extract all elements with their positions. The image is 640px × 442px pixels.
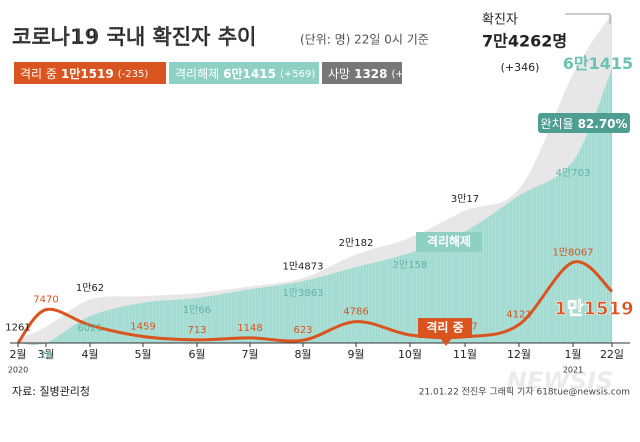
credit: 21.01.22 전진우 그래픽 기자 618tue@newsis.com bbox=[419, 387, 630, 398]
value-label: 1148 bbox=[237, 323, 262, 334]
year-label: 2020 bbox=[8, 366, 28, 375]
value-label: 713 bbox=[187, 325, 206, 336]
annotation-pointer bbox=[440, 338, 452, 346]
recovery-text: 완치율 82.70% bbox=[540, 117, 627, 131]
watermark: NEWSIS bbox=[507, 367, 613, 395]
recovery-badge bbox=[538, 113, 630, 133]
legend-text: 격리 중 bbox=[20, 67, 57, 81]
value-label: 623 bbox=[293, 325, 312, 336]
legend-box bbox=[322, 62, 402, 84]
legend-text: (-235) bbox=[118, 69, 149, 80]
x-tick-label: 3월 bbox=[37, 348, 54, 361]
annotation-bubble bbox=[418, 318, 472, 338]
recovery-rate: 82.70% bbox=[578, 117, 628, 131]
year-label: 2021 bbox=[563, 366, 583, 375]
value-label: 1만66 bbox=[183, 304, 211, 316]
value-label: 4만703 bbox=[556, 167, 591, 179]
legend-text: 6만1415 bbox=[223, 66, 276, 81]
recovery-label: 완치율 bbox=[540, 117, 573, 131]
value-label: 4786 bbox=[343, 307, 368, 318]
total-change: (+346) bbox=[501, 61, 540, 74]
legend-text: 격리해제 bbox=[175, 67, 219, 81]
legend-text: 사망 bbox=[328, 67, 350, 81]
legend-text: (+12) bbox=[392, 69, 421, 80]
value-label: 2만182 bbox=[339, 237, 374, 249]
legend-entry: 격리해제 6만1415 (+569) bbox=[175, 66, 315, 81]
x-tick-label: 2월 bbox=[9, 348, 26, 361]
legend-entry: 사망 1328 (+12) bbox=[328, 67, 421, 81]
value-label: 1만4873 bbox=[282, 261, 323, 273]
value-label: 6021 bbox=[77, 323, 102, 334]
isolation-line bbox=[16, 260, 614, 344]
value-label: 2만158 bbox=[393, 259, 428, 271]
value-label: 1만62 bbox=[76, 282, 104, 294]
x-tick-label: 7월 bbox=[241, 348, 258, 361]
x-tick-label: 4월 bbox=[81, 348, 98, 361]
x-tick-label: 5월 bbox=[134, 348, 151, 361]
legend-text: 1만1519 bbox=[61, 66, 114, 81]
x-tick-label: 11월 bbox=[453, 348, 477, 361]
x-tick-label: 9월 bbox=[347, 348, 364, 361]
released-area bbox=[18, 68, 612, 345]
value-label: 6만1415 bbox=[563, 54, 633, 73]
legend-box bbox=[169, 62, 319, 84]
legend-text: (+569) bbox=[280, 69, 315, 80]
x-tick-label: 12월 bbox=[507, 348, 531, 361]
x-tick-label: 6월 bbox=[188, 348, 205, 361]
bracket bbox=[565, 13, 611, 24]
annotation: 격리 중 bbox=[426, 320, 463, 335]
annotation-bubble bbox=[416, 232, 482, 252]
x-tick-label: 10월 bbox=[398, 348, 422, 361]
value-label: 1만8067 bbox=[552, 246, 593, 258]
x-tick-label: 22일 bbox=[600, 347, 624, 361]
x-tick-label: 1월 bbox=[564, 348, 581, 361]
value-label: 1만1519 bbox=[554, 299, 633, 320]
chart-subtitle: (단위: 명) 22일 0시 기준 bbox=[300, 33, 429, 47]
legend-box bbox=[14, 62, 166, 84]
value-label: 1만3863 bbox=[282, 287, 323, 299]
source: 자료: 질병관리청 bbox=[12, 385, 90, 398]
x-tick-label: 8월 bbox=[294, 348, 311, 361]
chart-title: 코로나19 국내 확진자 추이 bbox=[12, 25, 256, 49]
total-name: 확진자 bbox=[482, 13, 518, 28]
value-label: 4121 bbox=[506, 310, 531, 321]
value-label: 1459 bbox=[130, 321, 155, 332]
annotation: 격리해제 bbox=[427, 234, 471, 249]
value-label: 7470 bbox=[33, 295, 58, 306]
legend-entry: 격리 중 1만1519 (-235) bbox=[20, 66, 148, 81]
total-value: 7만4262명 bbox=[482, 32, 567, 51]
value-label: 1261 bbox=[5, 322, 30, 333]
value-label: 24 bbox=[40, 350, 53, 361]
legend-text: 1328 bbox=[354, 67, 387, 81]
total-line bbox=[17, 10, 614, 339]
value-label: 3만17 bbox=[451, 193, 479, 205]
